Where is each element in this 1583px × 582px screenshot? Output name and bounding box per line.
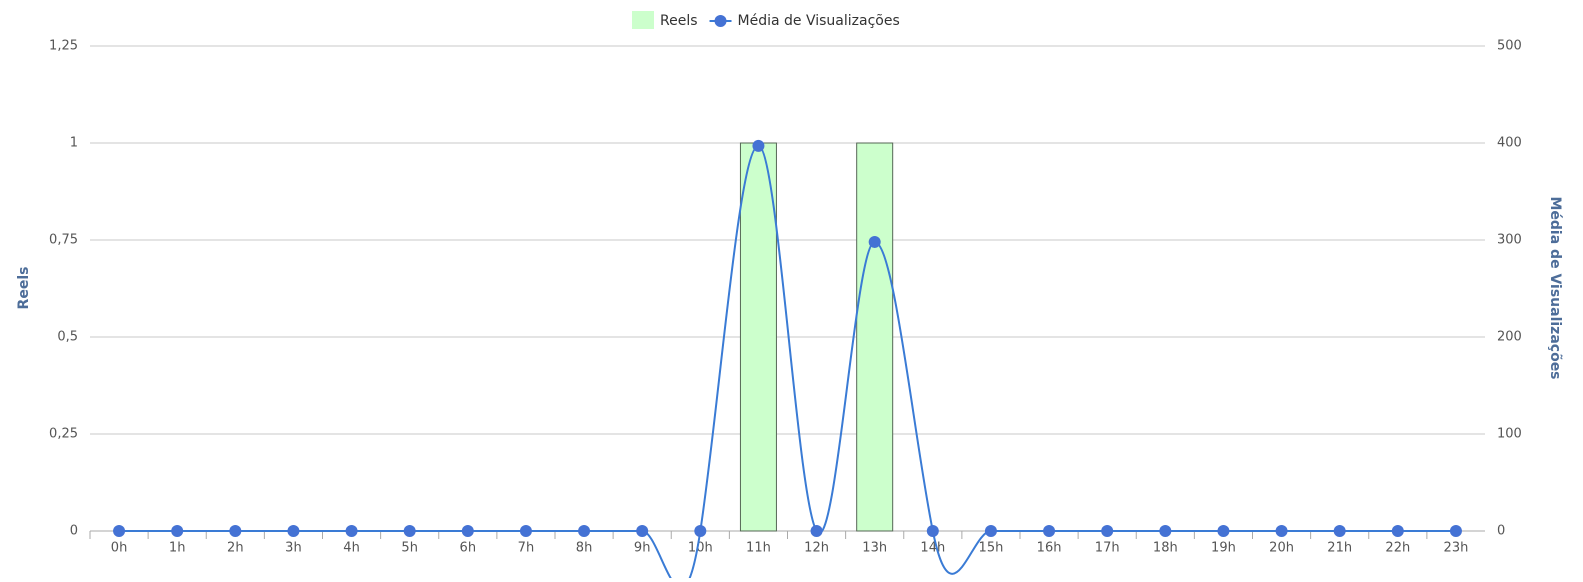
y-tick-label: 0,5 [57, 330, 78, 345]
x-tick-label: 4h [343, 541, 360, 556]
marker [345, 525, 358, 537]
marker [1101, 525, 1114, 537]
marker [461, 525, 474, 537]
y2-tick-label: 200 [1497, 330, 1522, 345]
x-tick-label: 8h [576, 541, 593, 556]
y2-tick-label: 400 [1497, 136, 1522, 151]
x-tick-label: 5h [401, 541, 418, 556]
marker [1391, 525, 1404, 537]
marker [171, 525, 184, 537]
x-tick-label: 19h [1211, 541, 1236, 556]
x-tick-label: 23h [1444, 541, 1469, 556]
marker [810, 525, 823, 537]
x-tick-label: 14h [920, 541, 945, 556]
x-tick-label: 3h [285, 541, 302, 556]
y-tick-label: 0,75 [49, 233, 78, 248]
bar [739, 142, 777, 532]
legend-swatch [714, 15, 727, 27]
x-tick-label: 7h [518, 541, 535, 556]
y2-tick-label: 300 [1497, 233, 1522, 248]
x-tick-label: 20h [1269, 541, 1294, 556]
marker [519, 525, 532, 537]
x-tick-label: 9h [634, 541, 651, 556]
bar [856, 142, 894, 532]
x-tick-label: 2h [227, 541, 244, 556]
y2-tick-label: 100 [1497, 427, 1522, 442]
marker [868, 235, 881, 248]
marker [287, 525, 300, 537]
x-tick-label: 16h [1037, 541, 1062, 556]
marker [578, 525, 591, 537]
marker [984, 525, 997, 537]
x-tick-label: 12h [804, 541, 829, 556]
marker [229, 525, 242, 537]
marker [403, 525, 416, 537]
x-tick-label: 6h [460, 541, 477, 556]
x-tick-label: 11h [746, 541, 771, 556]
x-tick-label: 15h [979, 541, 1004, 556]
y-tick-label: 0 [70, 524, 78, 539]
y2-tick-label: 500 [1497, 39, 1522, 54]
y-tick-label: 1 [70, 136, 78, 151]
y-tick-label: 0,25 [49, 427, 78, 442]
marker [1159, 525, 1172, 537]
marker [752, 139, 765, 152]
marker [636, 525, 649, 537]
x-tick-label: 17h [1095, 541, 1120, 556]
x-tick-label: 13h [862, 541, 887, 556]
x-tick-label: 22h [1385, 541, 1410, 556]
marker [926, 525, 939, 537]
x-tick-label: 10h [688, 541, 713, 556]
marker [1217, 525, 1230, 537]
y-tick-label: 1,25 [49, 39, 78, 54]
line [119, 144, 1456, 582]
y2-axis-title: Média de Visualizações [1547, 196, 1563, 379]
marker [113, 525, 126, 537]
marker [1333, 525, 1346, 537]
x-tick-label: 21h [1327, 541, 1352, 556]
legend-swatch [632, 11, 654, 29]
marker [1043, 525, 1056, 537]
marker [1275, 525, 1288, 537]
marker [694, 525, 707, 537]
y-axis-title: Reels [16, 267, 32, 310]
legend-label: Média de Visualizações [738, 13, 900, 29]
x-tick-label: 18h [1153, 541, 1178, 556]
x-tick-label: 1h [169, 541, 186, 556]
marker [1449, 525, 1462, 537]
x-tick-label: 0h [111, 541, 128, 556]
y2-tick-label: 0 [1497, 524, 1505, 539]
legend-label: Reels [660, 13, 698, 29]
